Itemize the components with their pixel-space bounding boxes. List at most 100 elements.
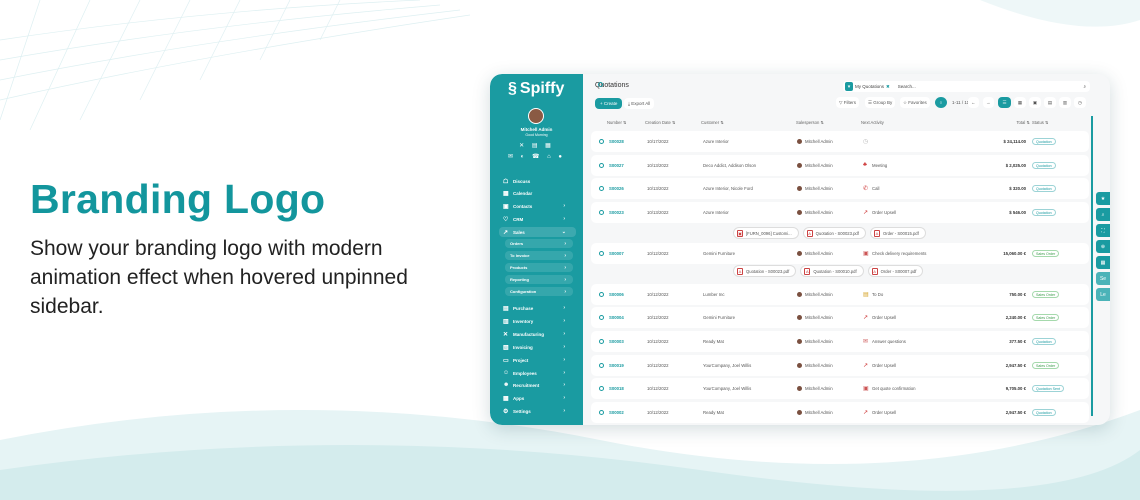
systray-icons[interactable]: ✉ ◐ ☎ ⌂ ● — [507, 154, 566, 160]
pager-prev-button[interactable]: ← — [968, 97, 979, 108]
filters-button[interactable]: ▽ Filters — [836, 97, 859, 108]
table-row[interactable]: S00018 10/12/2022 YourCompany, Joel Willis… — [591, 378, 1089, 399]
table-row[interactable]: S00028 10/17/2022 Azure Interior Mitchell A… — [591, 131, 1089, 152]
sidebar-item-invoicing[interactable]: ▧ Invoicing › — [503, 342, 575, 352]
search-facet[interactable]: My Quotations — [855, 84, 885, 89]
sidebar-subitem-orders[interactable]: Orders › — [505, 239, 573, 248]
sidebar-item-sales[interactable]: ↗ Sales ⌄ — [499, 227, 576, 237]
order-number[interactable]: S00019 — [609, 363, 624, 368]
pivot-view-button[interactable]: ▤ — [1044, 97, 1056, 108]
upsell-icon[interactable]: ↗ — [863, 315, 869, 321]
favorites-button[interactable]: ☆ Favorites — [900, 97, 930, 108]
order-number[interactable]: S00003 — [609, 339, 624, 344]
calendar-icon[interactable]: ▣ — [863, 251, 869, 257]
user-avatar[interactable] — [528, 108, 544, 124]
scrollbar[interactable] — [1091, 116, 1093, 416]
row-checkbox[interactable] — [599, 386, 604, 391]
sidebar-item-discuss[interactable]: ☖ Discuss — [503, 176, 575, 186]
sidebar-item-calendar[interactable]: ▦ Calendar — [503, 188, 575, 198]
pager-next-button[interactable]: → — [983, 97, 994, 108]
sidebar-item-recruitment[interactable]: ☻ Recruitment › — [503, 380, 575, 390]
column-header-next-activity[interactable]: Next Activity — [861, 120, 884, 125]
column-header-status[interactable]: Status ⇅ — [1032, 120, 1049, 125]
table-row[interactable]: S00002 10/12/2022 Ready Mat Mitchell Admin ↗… — [591, 402, 1089, 423]
sidebar-item-purchase[interactable]: ▤ Purchase › — [503, 303, 575, 313]
column-header-number[interactable]: Number ⇅ — [607, 120, 627, 125]
floating-button[interactable]: ★ — [1096, 192, 1110, 205]
table-row[interactable]: S00027 10/13/2022 Deco Addict, Addison Ols… — [591, 155, 1089, 176]
sidebar-item-crm[interactable]: ♡ CRM › — [503, 214, 575, 224]
upsell-icon[interactable]: ↗ — [863, 363, 869, 369]
column-header-total[interactable]: Total ⇅ — [1016, 120, 1030, 125]
select-all-checkbox[interactable] — [598, 82, 603, 87]
sidebar-subitem-to-invoice[interactable]: To Invoice › — [505, 251, 573, 260]
phone-icon[interactable]: ✆ — [863, 186, 869, 192]
brand-logo[interactable]: § Spiffy — [508, 80, 564, 98]
list-view-button[interactable]: ☰ — [998, 97, 1011, 108]
floating-button[interactable]: ▦ — [1096, 256, 1110, 269]
order-number[interactable]: S00027 — [609, 163, 624, 168]
attachment-chip[interactable]: A Quotation - S00023.pdf — [802, 227, 866, 239]
refresh-button[interactable]: ○ — [935, 97, 947, 108]
upsell-icon[interactable]: ↗ — [863, 210, 869, 216]
order-number[interactable]: S00002 — [609, 410, 624, 415]
row-checkbox[interactable] — [599, 339, 604, 344]
facet-remove-icon[interactable]: ✖ — [886, 83, 890, 89]
sidebar-item-apps[interactable]: ▦ Apps › — [503, 393, 575, 403]
search-icon[interactable]: ⌕ — [1083, 84, 1086, 89]
row-checkbox[interactable] — [599, 163, 604, 168]
order-number[interactable]: S00007 — [609, 251, 624, 256]
floating-button[interactable]: Se — [1096, 272, 1110, 285]
clock-icon[interactable]: ◷ — [863, 139, 869, 145]
attachment-chip[interactable]: A Quotation - S00010.pdf — [800, 265, 864, 277]
export-all-button[interactable]: ⤓ Export All — [624, 98, 655, 109]
people-icon[interactable]: ♣ — [863, 162, 867, 168]
calendar-view-button[interactable]: ▣ — [1029, 97, 1041, 108]
floating-button[interactable]: ⊕ — [1096, 240, 1110, 253]
attachment-chip[interactable]: A Quotation - S00023.pdf — [733, 265, 797, 277]
floating-button[interactable]: Le — [1096, 288, 1110, 301]
sidebar-subitem-products[interactable]: Products › — [505, 263, 573, 272]
create-button[interactable]: + Create — [595, 98, 623, 109]
attachment-chip[interactable]: A Order - S00015.pdf — [869, 227, 926, 239]
row-checkbox[interactable] — [599, 292, 604, 297]
order-number[interactable]: S00028 — [609, 139, 624, 144]
row-checkbox[interactable] — [599, 139, 604, 144]
row-checkbox[interactable] — [599, 315, 604, 320]
order-number[interactable]: S00023 — [609, 210, 624, 215]
sidebar-item-manufacturing[interactable]: ✕ Manufacturing › — [503, 329, 575, 339]
quick-icons[interactable]: ✕ ▤ ▦ — [519, 143, 554, 149]
todo-icon[interactable]: ▤ — [863, 292, 869, 298]
row-checkbox[interactable] — [599, 410, 604, 415]
row-checkbox[interactable] — [599, 210, 604, 215]
group-by-button[interactable]: ☰ Group By — [865, 97, 896, 108]
column-header-customer[interactable]: Customer ⇅ — [701, 120, 724, 125]
column-header-creation-date[interactable]: Creation Date ⇅ — [645, 120, 676, 125]
table-row[interactable]: S00004 10/12/2022 Gemini Furniture Mitchell… — [591, 307, 1089, 328]
order-number[interactable]: S00018 — [609, 386, 624, 391]
sidebar-subitem-reporting[interactable]: Reporting › — [505, 275, 573, 284]
sidebar-item-contacts[interactable]: ▣ Contacts › — [503, 201, 575, 211]
row-checkbox[interactable] — [599, 363, 604, 368]
mail-icon[interactable]: ✉ — [863, 339, 869, 345]
sidebar-item-settings[interactable]: ⚙ Settings › — [503, 406, 575, 416]
table-row[interactable]: S00003 10/12/2022 Ready Mat Mitchell Admin ✉… — [591, 331, 1089, 352]
table-row[interactable]: S00006 10/12/2022 Lumber Inc Mitchell Admin… — [591, 284, 1089, 305]
row-checkbox[interactable] — [599, 251, 604, 256]
table-row[interactable]: S00007 10/12/2022 Gemini Furniture Mitchell… — [591, 243, 1089, 264]
floating-button[interactable]: ⛶ — [1096, 224, 1110, 237]
floating-button[interactable]: ⌕ — [1096, 208, 1110, 221]
upsell-icon[interactable]: ↗ — [863, 410, 869, 416]
activity-view-button[interactable]: ◷ — [1074, 97, 1086, 108]
search-bar[interactable]: ▾ My Quotations ✖ Search... ⌕ — [843, 81, 1090, 92]
attachment-chip[interactable]: ▣ [FURN_0096] Customi... — [733, 227, 799, 239]
sidebar-subitem-configuration[interactable]: Configuration › — [505, 287, 573, 296]
table-row[interactable]: S00026 10/13/2022 Azure Interior, Nicole F… — [591, 178, 1089, 199]
table-row[interactable]: S00023 10/13/2022 Azure Interior Mitchell A… — [591, 202, 1089, 223]
attachment-chip[interactable]: A Order - S00007.pdf — [867, 265, 924, 277]
order-number[interactable]: S00004 — [609, 315, 624, 320]
sidebar-item-employees[interactable]: ☺ Employees › — [503, 368, 575, 378]
order-number[interactable]: S00006 — [609, 292, 624, 297]
sidebar-item-inventory[interactable]: ▥ Inventory › — [503, 316, 575, 326]
calendar-icon[interactable]: ▣ — [863, 386, 869, 392]
